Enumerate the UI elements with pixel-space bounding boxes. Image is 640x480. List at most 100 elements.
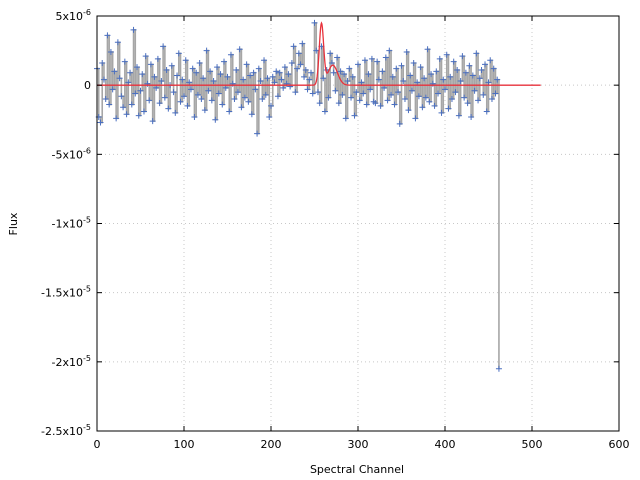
data-point: [224, 73, 231, 80]
data-point: [130, 26, 137, 33]
data-point: [311, 19, 318, 26]
data-point: [476, 75, 483, 82]
y-tick-label: -5x10-6: [52, 146, 91, 161]
data-point: [231, 96, 238, 102]
data-point: [353, 89, 360, 96]
data-point: [154, 55, 161, 62]
data-point: [415, 93, 422, 100]
data-point: [349, 73, 356, 80]
data-point: [308, 69, 315, 76]
data-point: [210, 78, 217, 85]
data-point: [334, 54, 341, 61]
data-point: [262, 91, 269, 98]
data-point: [382, 54, 389, 61]
data-point: [485, 79, 492, 86]
data-point: [297, 61, 304, 68]
data-point: [313, 47, 320, 54]
data-point: [320, 75, 327, 82]
data-point: [294, 65, 301, 72]
data-point: [252, 86, 259, 93]
data-point: [278, 76, 285, 83]
data-point: [116, 75, 123, 82]
data-point: [342, 115, 349, 122]
data-point: [257, 78, 264, 85]
data-point: [109, 86, 116, 93]
data-point: [391, 101, 398, 108]
y-tick-mantissa: -2x10: [52, 356, 83, 369]
data-point: [448, 96, 455, 102]
data-point: [398, 62, 405, 69]
y-tick-exponent: -5: [83, 423, 91, 432]
data-point: [492, 90, 499, 97]
data-point: [120, 104, 127, 111]
model-line: [97, 21, 541, 86]
y-tick-mantissa: -1.5x10: [41, 287, 83, 300]
data-point: [361, 57, 368, 64]
data-point: [421, 75, 428, 82]
data-point: [348, 94, 355, 101]
data-point: [487, 57, 494, 64]
data-point: [179, 76, 186, 83]
data-point: [339, 91, 346, 98]
data-point: [459, 53, 466, 60]
data-point: [304, 86, 311, 93]
data-point: [375, 76, 382, 83]
y-tick-label: -1.5x10-5: [41, 285, 91, 300]
data-point: [455, 112, 462, 119]
data-point: [368, 55, 375, 62]
model-series: [97, 21, 541, 86]
data-point: [473, 50, 480, 57]
data-point: [175, 50, 182, 57]
data-point: [356, 97, 363, 104]
data-point: [165, 105, 172, 112]
data-point: [200, 75, 207, 82]
data-point: [276, 69, 283, 76]
data-point: [285, 71, 292, 78]
data-point: [107, 48, 114, 55]
y-tick-label: 5x10-6: [56, 8, 92, 23]
data-point: [341, 71, 348, 78]
data-point: [401, 96, 408, 102]
data-point: [274, 93, 281, 100]
y-tick-mantissa: -2.5x10: [41, 425, 83, 438]
data-point: [435, 90, 442, 97]
data-point: [227, 51, 234, 58]
data-point: [158, 78, 165, 85]
data-point: [240, 76, 247, 83]
data-point: [302, 66, 309, 73]
data-point: [161, 94, 168, 101]
x-tick-label: 600: [609, 438, 630, 451]
x-tick-label: 0: [94, 438, 101, 451]
data-point: [288, 60, 295, 67]
data-point: [379, 68, 386, 75]
data-point: [100, 76, 107, 83]
data-point: [424, 46, 431, 53]
data-point: [372, 100, 379, 107]
data-point: [405, 107, 412, 114]
data-point: [226, 108, 233, 115]
data-point: [469, 72, 476, 79]
data-point: [480, 91, 487, 98]
data-point: [99, 60, 106, 67]
data-point: [271, 79, 278, 86]
data-point: [121, 58, 128, 65]
data-point: [494, 76, 501, 83]
data-point: [128, 101, 135, 108]
data-point: [417, 64, 424, 71]
data-point: [243, 61, 250, 68]
data-point: [205, 87, 212, 94]
data-point: [111, 68, 118, 75]
data-point: [137, 87, 144, 94]
data-point: [447, 73, 454, 80]
y-tick-mantissa: -1x10: [52, 218, 83, 231]
y-tick-exponent: -5: [83, 285, 91, 294]
data-point: [445, 105, 452, 112]
data-point: [344, 78, 351, 85]
data-point: [193, 69, 200, 76]
data-point: [189, 65, 196, 72]
data-point: [281, 64, 288, 71]
data-point: [314, 89, 321, 96]
data-point: [184, 102, 191, 109]
data-point: [468, 113, 475, 120]
